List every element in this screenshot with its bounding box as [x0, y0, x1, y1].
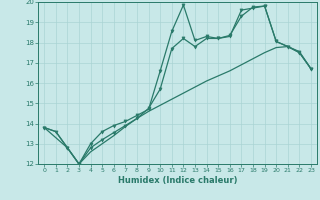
X-axis label: Humidex (Indice chaleur): Humidex (Indice chaleur)	[118, 176, 237, 185]
